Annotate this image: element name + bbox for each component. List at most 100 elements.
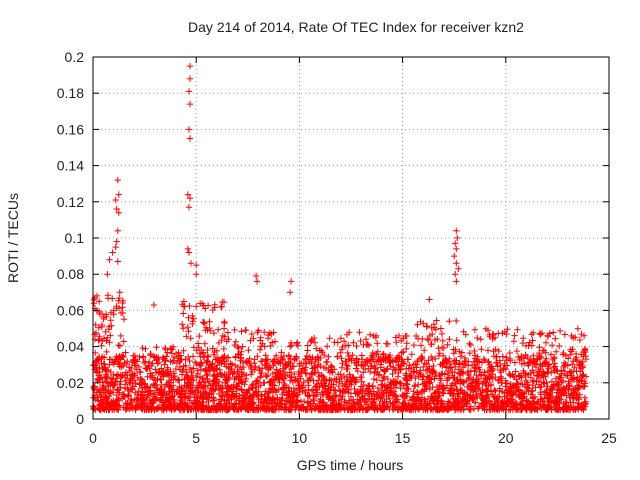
data-point bbox=[364, 340, 371, 348]
data-point bbox=[334, 339, 341, 346]
data-point bbox=[521, 370, 528, 377]
data-point bbox=[132, 362, 139, 369]
data-point bbox=[356, 329, 363, 336]
data-point bbox=[446, 318, 453, 325]
data-point bbox=[114, 176, 121, 184]
data-point bbox=[410, 341, 418, 349]
data-point bbox=[293, 392, 300, 399]
data-point bbox=[353, 361, 361, 369]
data-point bbox=[264, 390, 271, 397]
data-point bbox=[324, 358, 331, 366]
data-point bbox=[153, 353, 160, 361]
data-point bbox=[278, 349, 285, 356]
data-point bbox=[107, 368, 114, 376]
data-point bbox=[551, 360, 558, 367]
data-point bbox=[311, 339, 319, 346]
data-point bbox=[570, 368, 577, 375]
data-point bbox=[214, 326, 222, 333]
data-point bbox=[430, 324, 438, 331]
data-point bbox=[403, 376, 410, 383]
data-point bbox=[480, 378, 487, 385]
data-point bbox=[532, 363, 540, 371]
data-point bbox=[393, 339, 400, 346]
data-point bbox=[269, 339, 276, 346]
y-tick-label: 0.08 bbox=[57, 266, 84, 282]
data-point bbox=[453, 385, 461, 393]
data-point bbox=[262, 356, 269, 363]
data-point bbox=[218, 360, 225, 367]
y-tick-label: 0.02 bbox=[57, 375, 84, 391]
data-point bbox=[139, 389, 147, 396]
data-point bbox=[96, 402, 104, 409]
data-point bbox=[399, 358, 406, 365]
data-point bbox=[189, 372, 196, 379]
data-point bbox=[315, 360, 322, 368]
data-point bbox=[277, 360, 284, 367]
data-point bbox=[350, 339, 357, 346]
data-point bbox=[480, 355, 488, 363]
data-point bbox=[102, 311, 110, 318]
data-point bbox=[292, 402, 299, 409]
data-point bbox=[576, 377, 583, 384]
data-point bbox=[552, 335, 559, 342]
data-point bbox=[185, 385, 193, 392]
data-point bbox=[312, 393, 320, 400]
data-point bbox=[275, 386, 282, 393]
data-point bbox=[357, 337, 364, 345]
data-point bbox=[307, 376, 314, 383]
data-point bbox=[134, 374, 141, 381]
data-point bbox=[135, 387, 142, 395]
data-point bbox=[247, 371, 255, 378]
data-point bbox=[537, 374, 545, 382]
data-point bbox=[241, 381, 248, 388]
data-point bbox=[487, 367, 494, 374]
data-point bbox=[160, 368, 167, 375]
data-point bbox=[543, 355, 550, 362]
data-point bbox=[524, 402, 531, 409]
data-point bbox=[577, 377, 585, 385]
data-point bbox=[256, 346, 264, 353]
data-point bbox=[415, 381, 422, 388]
data-point bbox=[327, 376, 335, 384]
data-point bbox=[93, 357, 100, 364]
axis-ticks bbox=[92, 56, 610, 420]
data-point bbox=[246, 394, 253, 401]
data-point bbox=[309, 354, 316, 361]
data-point bbox=[280, 368, 288, 376]
data-point bbox=[172, 403, 179, 411]
data-point bbox=[491, 386, 498, 394]
data-point bbox=[325, 353, 332, 360]
data-point bbox=[467, 341, 474, 349]
x-tick-labels: 0 5 10 15 20 25 bbox=[89, 430, 617, 446]
data-point bbox=[119, 353, 126, 360]
data-point bbox=[455, 390, 463, 398]
data-point bbox=[104, 271, 111, 278]
data-point bbox=[444, 359, 452, 366]
data-point bbox=[498, 397, 506, 405]
data-point bbox=[452, 240, 459, 247]
data-point bbox=[310, 395, 317, 403]
data-point bbox=[187, 260, 195, 267]
data-point bbox=[317, 406, 324, 414]
data-point bbox=[338, 364, 346, 371]
data-point bbox=[540, 398, 548, 405]
data-point bbox=[129, 372, 136, 380]
data-point bbox=[369, 349, 376, 357]
data-point bbox=[104, 334, 111, 341]
data-point bbox=[223, 372, 230, 379]
data-point bbox=[353, 355, 361, 362]
data-point bbox=[96, 369, 103, 376]
data-point bbox=[215, 382, 222, 389]
data-point bbox=[295, 384, 302, 392]
data-point bbox=[193, 374, 200, 381]
data-point bbox=[181, 382, 188, 389]
data-point bbox=[290, 391, 297, 398]
data-point bbox=[109, 295, 116, 302]
data-point bbox=[170, 353, 178, 361]
data-point bbox=[240, 391, 247, 398]
data-point bbox=[167, 346, 175, 353]
data-point bbox=[552, 363, 559, 370]
data-point bbox=[110, 402, 118, 409]
data-point bbox=[325, 390, 332, 397]
data-point bbox=[343, 378, 350, 385]
